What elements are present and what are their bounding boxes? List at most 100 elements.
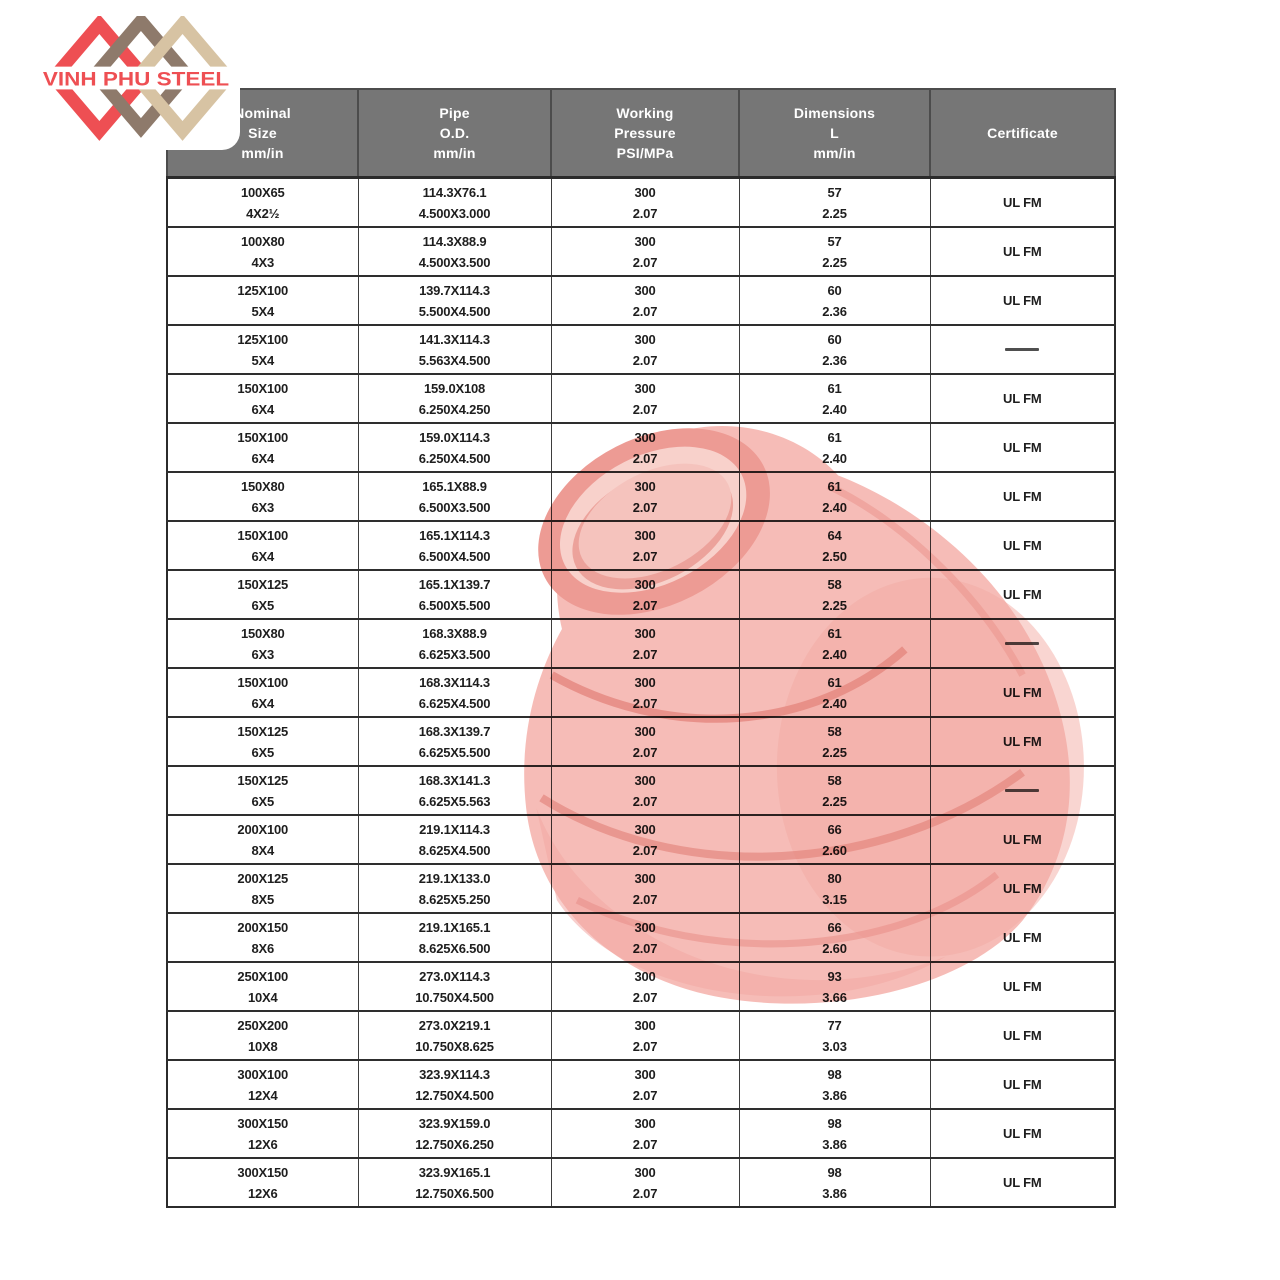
- nominal-size-inch: 12X4: [247, 1087, 278, 1103]
- nominal-size-cell: 100X65 4X2½: [166, 176, 359, 228]
- nominal-size-cell: 150X125 6X5: [166, 765, 359, 816]
- pressure-mpa: 2.07: [632, 695, 658, 711]
- nominal-size-metric: 300X100: [237, 1066, 289, 1082]
- nominal-size-cell: 150X80 6X3: [166, 618, 359, 669]
- table-row: 125X100 5X4 141.3X114.3 5.563X4.500 300 …: [166, 324, 1116, 375]
- dimension-inch: 2.25: [822, 254, 847, 270]
- dimension-mm: 61: [827, 429, 842, 445]
- nominal-size-metric: 100X65: [240, 184, 285, 200]
- pipe-od-inch: 6.500X3.500: [418, 499, 491, 515]
- pressure-mpa: 2.07: [632, 989, 658, 1005]
- dimension-mm: 98: [827, 1164, 842, 1180]
- pipe-od-cell: 168.3X88.9 6.625X3.500: [357, 618, 552, 669]
- pressure-psi: 300: [634, 233, 656, 249]
- nominal-size-cell: 200X125 8X5: [166, 863, 359, 914]
- table-row: 150X125 6X5 165.1X139.7 6.500X5.500 300 …: [166, 569, 1116, 620]
- pressure-mpa: 2.07: [632, 597, 658, 613]
- certificate-value: UL FM: [1003, 440, 1042, 455]
- pipe-od-cell: 168.3X114.3 6.625X4.500: [357, 667, 552, 718]
- header-line: Pipe: [439, 105, 470, 121]
- pipe-od-inch: 6.500X5.500: [418, 597, 491, 613]
- certificate-cell: UL FM: [929, 716, 1116, 767]
- dimensions-cell: 60 2.36: [738, 324, 931, 375]
- dimension-mm: 66: [827, 821, 842, 837]
- table-row: 200X100 8X4 219.1X114.3 8.625X4.500 300 …: [166, 814, 1116, 865]
- dimension-mm: 58: [827, 723, 842, 739]
- nominal-size-cell: 150X100 6X4: [166, 667, 359, 718]
- nominal-size-inch: 12X6: [247, 1136, 278, 1152]
- table-row: 200X150 8X6 219.1X165.1 8.625X6.500 300 …: [166, 912, 1116, 963]
- dimensions-cell: 98 3.86: [738, 1059, 931, 1110]
- nominal-size-cell: 150X100 6X4: [166, 422, 359, 473]
- certificate-value: UL FM: [1003, 293, 1042, 308]
- pipe-od-metric: 168.3X114.3: [419, 674, 490, 690]
- pipe-od-metric: 323.9X114.3: [419, 1066, 490, 1082]
- nominal-size-inch: 8X6: [251, 940, 275, 956]
- pipe-od-cell: 114.3X76.1 4.500X3.000: [357, 176, 552, 228]
- certificate-cell: UL FM: [929, 667, 1116, 718]
- pipe-od-inch: 4.500X3.000: [418, 205, 491, 221]
- certificate-cell: [929, 324, 1116, 375]
- header-line: mm/in: [241, 145, 284, 161]
- pipe-od-inch: 6.625X5.563: [418, 793, 491, 809]
- pipe-od-inch: 8.625X4.500: [418, 842, 491, 858]
- certificate-cell: UL FM: [929, 373, 1116, 424]
- dimensions-cell: 66 2.60: [738, 814, 931, 865]
- pipe-od-inch: 12.750X6.500: [415, 1185, 494, 1201]
- pipe-od-metric: 139.7X114.3: [419, 282, 490, 298]
- pipe-od-cell: 165.1X114.3 6.500X4.500: [357, 520, 552, 571]
- pressure-psi: 300: [634, 968, 656, 984]
- dimension-inch: 2.36: [822, 303, 847, 319]
- dimension-inch: 3.03: [822, 1038, 847, 1054]
- pipe-od-inch: 12.750X4.500: [415, 1087, 494, 1103]
- pipe-od-inch: 6.625X3.500: [418, 646, 491, 662]
- pressure-psi: 300: [634, 331, 656, 347]
- dimension-inch: 2.50: [822, 548, 847, 564]
- pipe-od-metric: 159.0X114.3: [419, 429, 490, 445]
- dimension-mm: 60: [827, 331, 842, 347]
- col-header-certificate: Certificate: [929, 88, 1116, 179]
- nominal-size-metric: 200X125: [237, 870, 289, 886]
- dimension-mm: 80: [827, 870, 842, 886]
- spec-table-body: 100X65 4X2½ 114.3X76.1 4.500X3.000 300 2…: [166, 176, 1116, 1208]
- pressure-mpa: 2.07: [632, 744, 658, 760]
- certificate-value: [1005, 789, 1040, 792]
- dimension-mm: 61: [827, 478, 842, 494]
- nominal-size-metric: 300X150: [237, 1164, 289, 1180]
- certificate-cell: UL FM: [929, 176, 1116, 228]
- dimension-inch: 3.86: [822, 1136, 847, 1152]
- pipe-od-cell: 273.0X114.3 10.750X4.500: [357, 961, 552, 1012]
- pipe-od-cell: 114.3X88.9 4.500X3.500: [357, 226, 552, 277]
- nominal-size-inch: 12X6: [247, 1185, 278, 1201]
- nominal-size-inch: 4X2½: [246, 205, 280, 221]
- pipe-od-cell: 139.7X114.3 5.500X4.500: [357, 275, 552, 326]
- nominal-size-inch: 6X4: [251, 450, 275, 466]
- certificate-cell: UL FM: [929, 520, 1116, 571]
- working-pressure-cell: 300 2.07: [550, 863, 740, 914]
- pipe-od-inch: 10.750X8.625: [415, 1038, 494, 1054]
- dimensions-cell: 80 3.15: [738, 863, 931, 914]
- dimensions-cell: 61 2.40: [738, 422, 931, 473]
- pressure-mpa: 2.07: [632, 1185, 658, 1201]
- dimensions-cell: 60 2.36: [738, 275, 931, 326]
- table-row: 150X100 6X4 159.0X114.3 6.250X4.500 300 …: [166, 422, 1116, 473]
- certificate-value: UL FM: [1003, 832, 1042, 847]
- pressure-mpa: 2.07: [632, 891, 658, 907]
- col-header-dimensions: Dimensions L mm/in: [738, 88, 931, 179]
- certificate-value: UL FM: [1003, 734, 1042, 749]
- pressure-psi: 300: [634, 380, 656, 396]
- logo-text: VINH PHU STEEL: [43, 68, 229, 90]
- certificate-cell: UL FM: [929, 275, 1116, 326]
- certificate-cell: UL FM: [929, 863, 1116, 914]
- nominal-size-cell: 200X150 8X6: [166, 912, 359, 963]
- pipe-od-cell: 219.1X114.3 8.625X4.500: [357, 814, 552, 865]
- nominal-size-inch: 5X4: [251, 303, 275, 319]
- dimension-inch: 2.25: [822, 205, 847, 221]
- pipe-spec-table: Nominal Size mm/in Pipe O.D. mm/in Worki…: [166, 88, 1116, 1208]
- nominal-size-inch: 6X5: [251, 744, 275, 760]
- nominal-size-cell: 125X100 5X4: [166, 275, 359, 326]
- nominal-size-cell: 300X150 12X6: [166, 1157, 359, 1208]
- table-row: 100X65 4X2½ 114.3X76.1 4.500X3.000 300 2…: [166, 176, 1116, 228]
- nominal-size-inch: 6X5: [251, 793, 275, 809]
- pressure-mpa: 2.07: [632, 303, 658, 319]
